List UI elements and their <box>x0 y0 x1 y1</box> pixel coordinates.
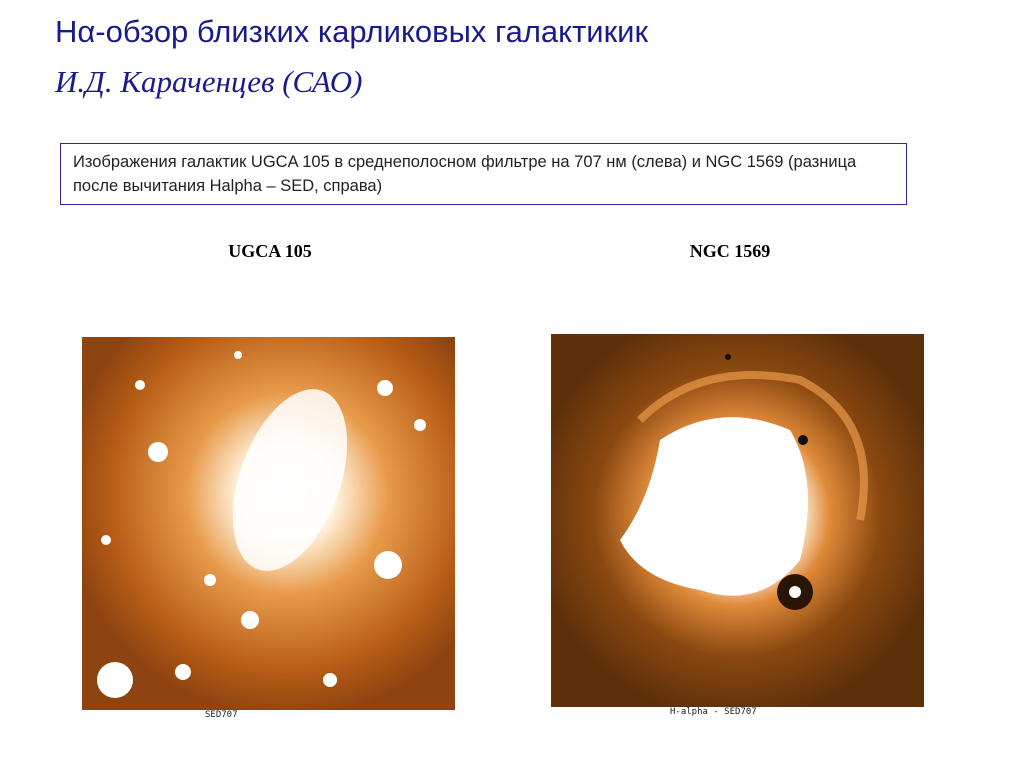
panel-label: NGC 1569 <box>690 241 771 261</box>
panel-label: UGCA 105 <box>228 241 312 261</box>
slide-author: И.Д. Караченцев (САО) <box>54 64 363 99</box>
galaxy-image <box>82 337 455 710</box>
image-caption: SED707 <box>205 710 238 720</box>
image-caption: H-alpha - SED707 <box>670 707 757 717</box>
slide-title: Hα-обзор близких карликовых галактикик <box>55 14 648 49</box>
galaxy-image <box>551 334 924 707</box>
caption-box: Изображения галактик UGCA 105 в среднепо… <box>60 143 907 205</box>
